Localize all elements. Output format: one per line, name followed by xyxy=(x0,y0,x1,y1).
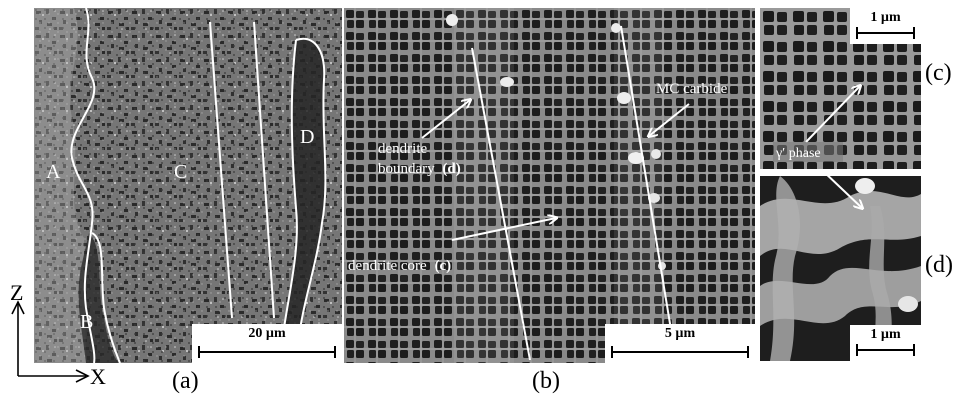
dendrite-boundary-line-1 xyxy=(471,47,531,361)
svg-text:dendrite core (c): dendrite core (c) xyxy=(348,258,451,274)
boundary-line-a-c xyxy=(70,8,96,363)
boundary-line-b xyxy=(91,232,121,363)
caption-b: (b) xyxy=(532,368,560,394)
carbide-arrow xyxy=(649,103,690,136)
scale-bar-a: 20 µm xyxy=(192,324,342,363)
region-label-b: B xyxy=(80,311,93,333)
dendrite-core-label: dendrite core xyxy=(348,258,427,274)
dendrite-boundary-line-2 xyxy=(620,25,675,349)
micrograph-panel-d: 1 µm xyxy=(760,176,921,361)
x-axis-label: X xyxy=(90,364,106,389)
guide-line-1 xyxy=(209,21,233,319)
guide-line-2 xyxy=(253,21,275,319)
core-arrow xyxy=(451,218,556,241)
region-label-a: A xyxy=(46,161,61,183)
scale-bar-a-label: 20 µm xyxy=(248,326,286,341)
region-label-d: D xyxy=(300,126,314,148)
caption-a: (a) xyxy=(172,368,199,394)
micrograph-panel-a: A B C D 20 µm xyxy=(34,8,342,363)
scale-bar-b: 5 µm xyxy=(605,324,755,363)
z-axis-label: Z xyxy=(10,284,23,305)
dendrite-boundary-ref: (d) xyxy=(442,161,460,177)
micrograph-panel-c: 1 µm xyxy=(760,8,921,169)
svg-text:boundary (d): boundary (d) xyxy=(378,161,461,177)
coordinate-axes: Z X xyxy=(10,284,106,389)
boundary-line-d xyxy=(283,37,327,331)
panel-b-overlay: dendrite boundary (d) dendrite core (c) … xyxy=(348,25,728,361)
micrograph-panel-b: dendrite boundary (d) dendrite core (c) … xyxy=(344,8,755,363)
svg-text:dendrite: dendrite xyxy=(378,141,427,157)
region-label-c: C xyxy=(174,161,187,183)
scale-bar-b-label: 5 µm xyxy=(664,326,696,341)
scale-bar-c: 1 µm xyxy=(850,8,921,44)
mc-carbide-label: MC carbide xyxy=(656,81,728,97)
panel-a-overlay: A B C D xyxy=(46,8,327,363)
micrograph-texture-b xyxy=(344,8,755,363)
side-label-d: (d) xyxy=(925,252,953,278)
dendrite-boundary-label-2: boundary xyxy=(378,161,435,177)
scale-bar-d-label: 1 µm xyxy=(870,327,901,342)
scale-bar-d: 1 µm xyxy=(850,325,921,361)
side-label-c: (c) xyxy=(925,60,952,86)
boundary-arrow xyxy=(421,100,470,139)
dendrite-core-ref: (c) xyxy=(434,258,451,274)
scale-bar-c-label: 1 µm xyxy=(870,10,901,25)
dendrite-boundary-label-1: dendrite xyxy=(378,141,427,157)
